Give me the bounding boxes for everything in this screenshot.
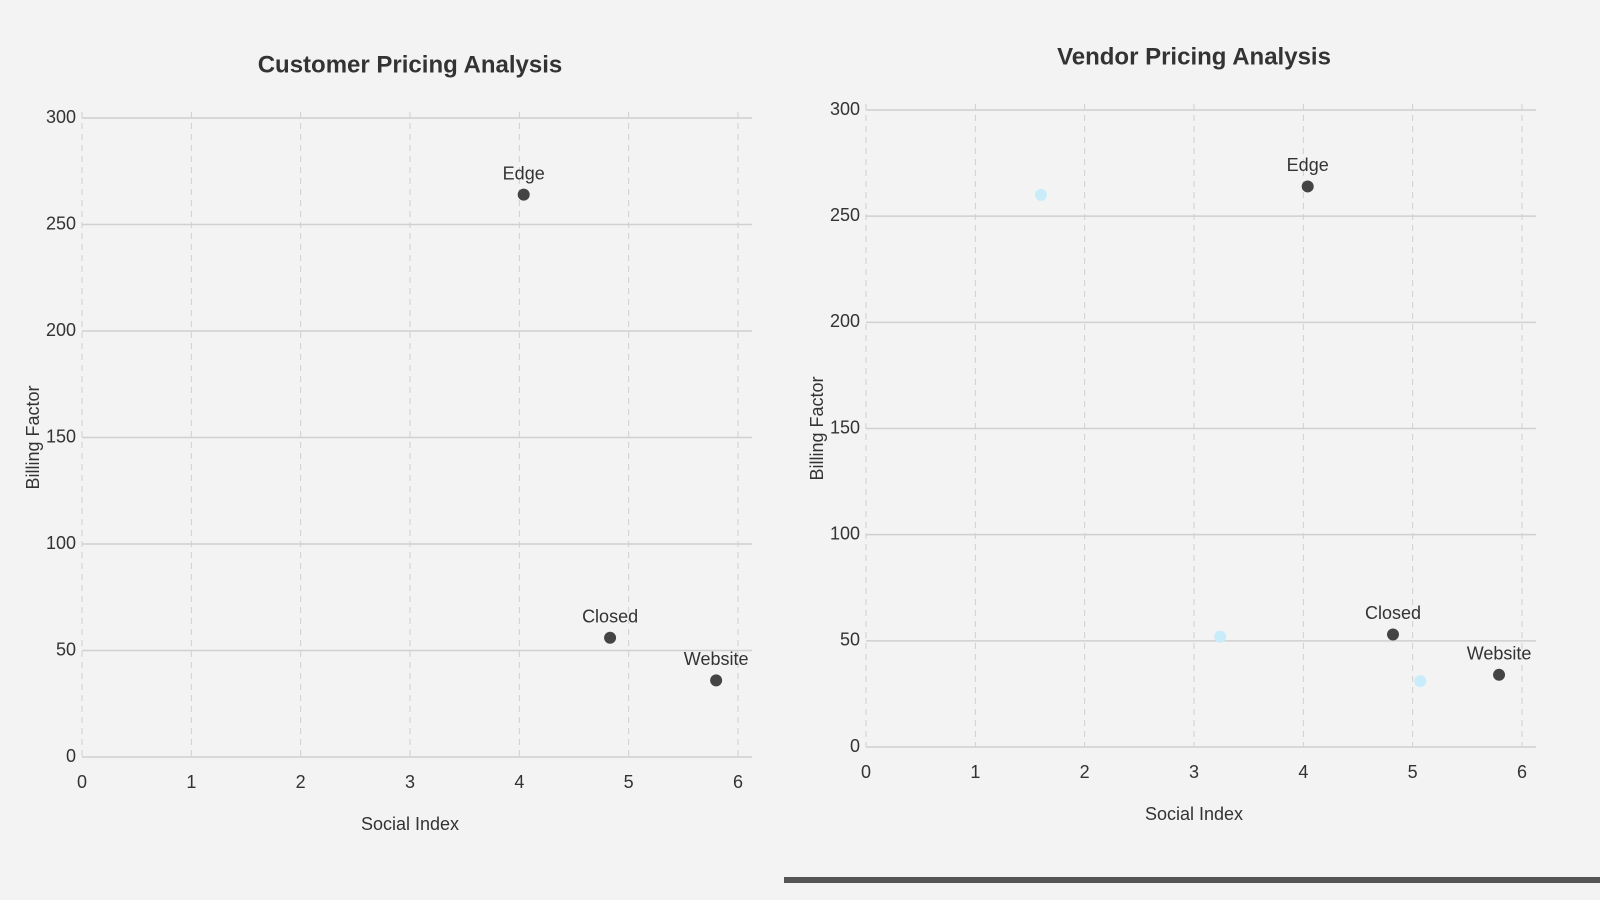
y-tick-label: 200: [46, 320, 76, 340]
point-label: Website: [1467, 644, 1532, 664]
y-tick-label: 150: [46, 426, 76, 446]
point: [604, 631, 617, 644]
y-axis-label: Billing Factor: [807, 376, 827, 480]
chart-title: Customer Pricing Analysis: [258, 51, 563, 78]
point: [517, 188, 530, 201]
point-label: Edge: [503, 163, 545, 183]
x-tick-label: 2: [1080, 762, 1090, 782]
point: [1493, 668, 1506, 681]
x-tick-label: 5: [624, 772, 634, 792]
y-axis-label: Billing Factor: [23, 385, 43, 489]
x-axis-label: Social Index: [361, 814, 459, 834]
x-tick-label: 2: [296, 772, 306, 792]
y-tick-label: 0: [66, 746, 76, 766]
y-tick-label: 150: [830, 417, 860, 437]
y-tick-label: 250: [46, 213, 76, 233]
y-tick-label: 100: [46, 533, 76, 553]
point: [1386, 628, 1399, 641]
x-tick-label: 6: [1517, 762, 1527, 782]
point-label: Closed: [1365, 603, 1421, 623]
x-tick-label: 3: [405, 772, 415, 792]
scroll-bar: [784, 877, 1600, 883]
y-tick-label: 50: [840, 630, 860, 650]
y-tick-label: 300: [46, 107, 76, 127]
point-label: Website: [684, 649, 749, 669]
x-tick-label: 1: [186, 772, 196, 792]
x-tick-label: 4: [514, 772, 524, 792]
point-label: Closed: [582, 606, 638, 626]
y-tick-label: 300: [830, 99, 860, 119]
point: [1301, 180, 1314, 193]
x-tick-label: 4: [1298, 762, 1308, 782]
x-tick-label: 0: [77, 772, 87, 792]
point: [710, 674, 723, 687]
x-tick-label: 5: [1408, 762, 1418, 782]
chart-title: Vendor Pricing Analysis: [1057, 43, 1331, 70]
y-tick-label: 50: [56, 639, 76, 659]
y-tick-label: 200: [830, 311, 860, 331]
x-tick-label: 6: [733, 772, 743, 792]
point-label: Edge: [1287, 155, 1329, 175]
x-axis-label: Social Index: [1145, 804, 1243, 824]
point: [1414, 675, 1427, 688]
point: [1034, 188, 1047, 201]
y-tick-label: 100: [830, 523, 860, 543]
x-tick-label: 1: [970, 762, 980, 782]
y-tick-label: 250: [830, 205, 860, 225]
x-tick-label: 0: [861, 762, 871, 782]
y-tick-label: 0: [850, 736, 860, 756]
point: [1214, 630, 1227, 643]
x-tick-label: 3: [1189, 762, 1199, 782]
